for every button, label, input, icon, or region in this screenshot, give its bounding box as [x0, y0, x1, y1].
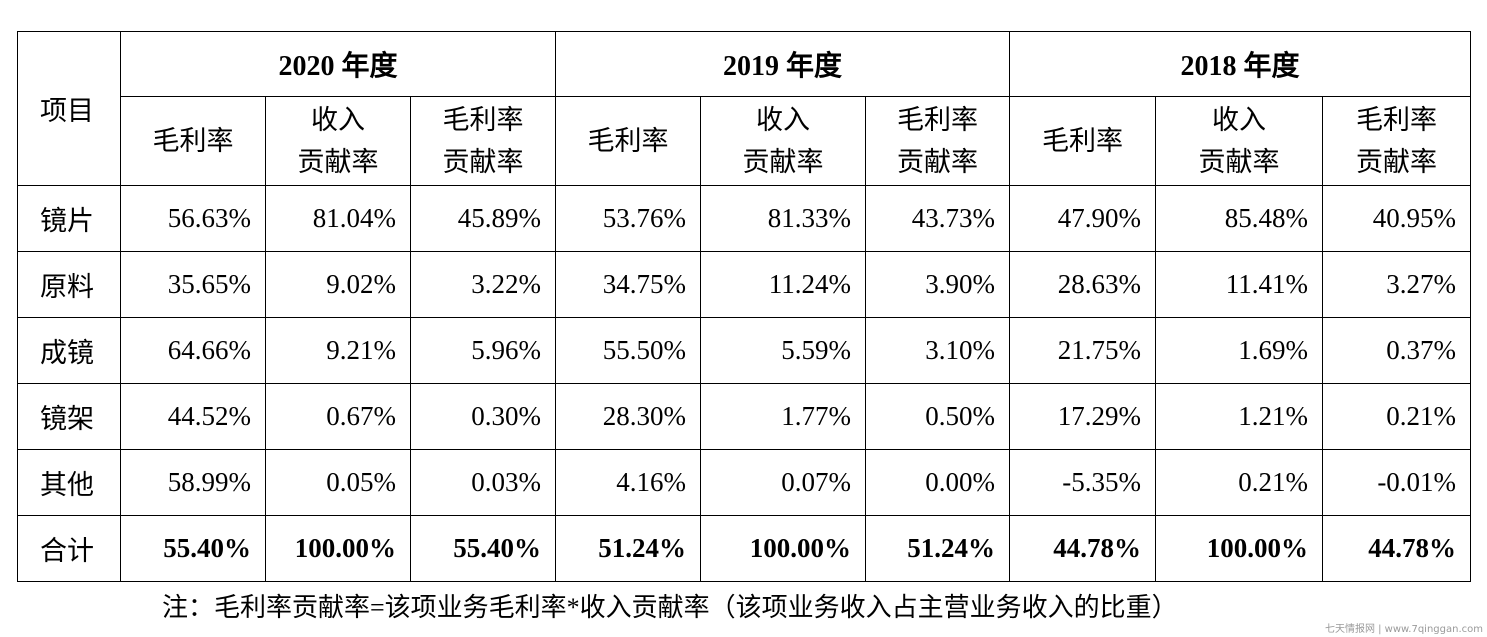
- table-cell: 47.90%: [1009, 185, 1157, 252]
- table-cell: 4.16%: [555, 449, 702, 516]
- table-row: 镜架 44.52% 0.67% 0.30% 28.30% 1.77% 0.50% 17.29%…: [17, 383, 1472, 450]
- table-cell: 3.90%: [865, 251, 1011, 318]
- gross-margin-table: 项目 2020 年度 2019 年度 2018 年度 毛利率 收入 贡献率 毛利率 贡献…: [17, 31, 1472, 582]
- table-cell: 0.07%: [700, 449, 867, 516]
- header-line: 毛利率: [587, 126, 669, 156]
- header-line: 收入: [311, 105, 365, 135]
- header-line: 贡献率: [897, 147, 979, 177]
- revenue-contribution-header: 收入 贡献率: [1155, 96, 1324, 186]
- table-cell: 0.37%: [1322, 317, 1472, 384]
- header-line: 毛利率: [1356, 105, 1438, 135]
- table-cell: 11.41%: [1155, 251, 1324, 318]
- table-cell: 34.75%: [555, 251, 702, 318]
- table-cell: 1.69%: [1155, 317, 1324, 384]
- year-2020-header: 2020 年度: [119, 31, 557, 97]
- table-cell: 1.21%: [1155, 383, 1324, 450]
- header-line: 贡献率: [297, 147, 379, 177]
- table-cell: 3.10%: [865, 317, 1011, 384]
- table-row: 镜片 56.63% 81.04% 45.89% 53.76% 81.33% 43.73% 47…: [17, 185, 1472, 252]
- table-cell: 35.65%: [120, 251, 266, 318]
- gross-margin-header: 毛利率: [120, 96, 266, 186]
- year-header-row: 项目 2020 年度 2019 年度 2018 年度: [17, 31, 1472, 186]
- table-cell: 55.50%: [555, 317, 702, 384]
- header-line: 贡献率: [442, 147, 524, 177]
- table-cell: 100.00%: [1155, 515, 1324, 582]
- table-row: 其他 58.99% 0.05% 0.03% 4.16% 0.07% 0.00% -5.35% 0…: [17, 449, 1472, 516]
- margin-contribution-header: 毛利率 贡献率: [1322, 96, 1472, 186]
- table-row: 合计 55.40% 100.00% 55.40% 51.24% 100.00% 51.24%…: [17, 515, 1472, 582]
- table-cell: 43.73%: [865, 185, 1011, 252]
- table-cell: 44.78%: [1009, 515, 1157, 582]
- margin-contribution-header: 毛利率 贡献率: [865, 96, 1011, 186]
- header-line: 毛利率: [442, 105, 524, 135]
- row-label: 镜架: [17, 383, 121, 450]
- table-cell: 55.40%: [120, 515, 266, 582]
- header-line: 毛利率: [152, 126, 234, 156]
- revenue-contribution-header: 收入 贡献率: [700, 96, 867, 186]
- table-cell: 0.30%: [409, 383, 557, 450]
- row-label: 镜片: [17, 185, 121, 252]
- table-cell: 1.77%: [700, 383, 867, 450]
- table-cell: 5.59%: [700, 317, 867, 384]
- table-cell: 0.05%: [265, 449, 411, 516]
- table-cell: 11.24%: [700, 251, 867, 318]
- table-row: 成镜 64.66% 9.21% 5.96% 55.50% 5.59% 3.10% 21.75%…: [17, 317, 1472, 384]
- footnote: 注：毛利率贡献率=该项业务毛利率*收入贡献率（该项业务收入占主营业务收入的比重）: [162, 593, 1178, 622]
- table-cell: -5.35%: [1009, 449, 1157, 516]
- header-line: 毛利率: [1042, 126, 1124, 156]
- table-cell: 44.52%: [120, 383, 266, 450]
- table-cell: 53.76%: [555, 185, 702, 252]
- sub-header-row: 毛利率 收入 贡献率 毛利率 贡献率 毛利率 收入 贡献率 毛利率 贡献率 毛利率 收入 贡献率 毛利率贡…: [18, 96, 1472, 186]
- table-cell: 9.02%: [265, 251, 411, 318]
- table-cell: 51.24%: [865, 515, 1011, 582]
- table-cell: 64.66%: [120, 317, 266, 384]
- table-cell: 0.67%: [265, 383, 411, 450]
- table-cell: 55.40%: [409, 515, 557, 582]
- gross-margin-header: 毛利率: [555, 96, 702, 186]
- header-line: 收入: [1212, 105, 1267, 135]
- header-line: 贡献率: [1198, 147, 1280, 177]
- table-cell: -0.01%: [1322, 449, 1472, 516]
- table-cell: 81.04%: [265, 185, 411, 252]
- table-row: 原料 35.65% 9.02% 3.22% 34.75% 11.24% 3.90% 28.63…: [17, 251, 1472, 318]
- table-cell: 0.03%: [409, 449, 557, 516]
- item-header: 项目: [17, 31, 121, 186]
- table-cell: 85.48%: [1155, 185, 1324, 252]
- header-line: 贡献率: [742, 147, 824, 177]
- table-cell: 17.29%: [1009, 383, 1157, 450]
- table-cell: 9.21%: [265, 317, 411, 384]
- table-cell: 3.27%: [1322, 251, 1472, 318]
- row-label: 其他: [17, 449, 121, 516]
- table-cell: 81.33%: [700, 185, 867, 252]
- row-label: 成镜: [17, 317, 121, 384]
- table-cell: 58.99%: [120, 449, 266, 516]
- header-line: 收入: [756, 105, 811, 135]
- table-cell: 0.00%: [865, 449, 1011, 516]
- header-line: 贡献率: [1356, 147, 1438, 177]
- table-cell: 21.75%: [1009, 317, 1157, 384]
- year-2019-header: 2019 年度: [555, 31, 1011, 97]
- revenue-contribution-header: 收入 贡献率: [265, 96, 411, 186]
- table-cell: 45.89%: [409, 185, 557, 252]
- table-cell: 28.30%: [555, 383, 702, 450]
- year-2018-header: 2018 年度: [1009, 31, 1472, 97]
- table-cell: 28.63%: [1009, 251, 1157, 318]
- table-cell: 44.78%: [1322, 515, 1472, 582]
- table-cell: 0.21%: [1155, 449, 1324, 516]
- table-cell: 51.24%: [555, 515, 702, 582]
- table-cell: 5.96%: [409, 317, 557, 384]
- table-cell: 0.21%: [1322, 383, 1472, 450]
- header-line: 毛利率: [897, 105, 979, 135]
- table-cell: 0.50%: [865, 383, 1011, 450]
- table-cell: 100.00%: [700, 515, 867, 582]
- row-label: 合计: [17, 515, 121, 582]
- watermark: 七天情报网 | www.7qinggan.com: [1324, 624, 1483, 635]
- table-cell: 40.95%: [1322, 185, 1472, 252]
- table-cell: 3.22%: [409, 251, 557, 318]
- table-cell: 100.00%: [265, 515, 411, 582]
- row-label: 原料: [17, 251, 121, 318]
- margin-contribution-header: 毛利率 贡献率: [409, 96, 557, 186]
- gross-margin-header: 毛利率: [1009, 96, 1157, 186]
- table-cell: 56.63%: [120, 185, 266, 252]
